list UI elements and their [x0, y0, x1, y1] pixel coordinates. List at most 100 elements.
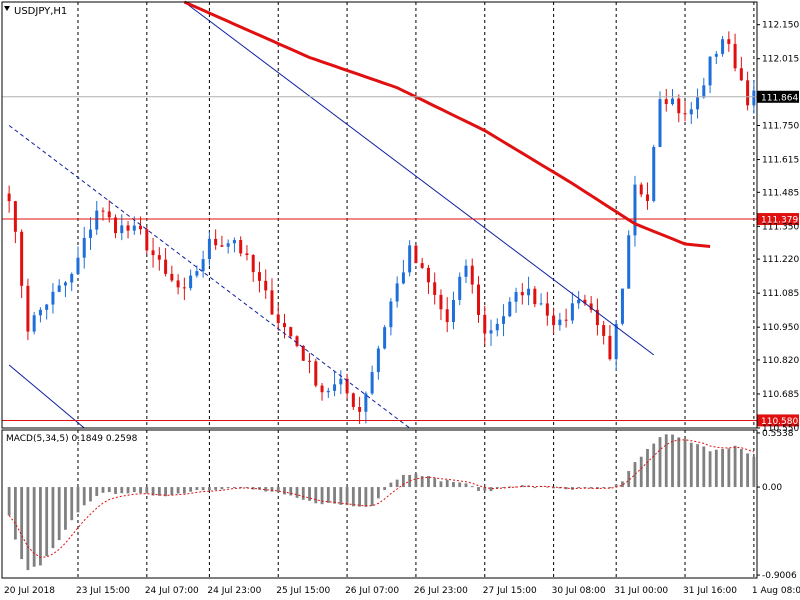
macd-bar	[320, 487, 324, 505]
candle-bull	[88, 229, 92, 238]
macd-bar	[107, 487, 111, 493]
price-panel	[2, 0, 757, 429]
macd-bar	[339, 487, 343, 505]
candle-bear	[433, 282, 437, 295]
candle-bull	[201, 259, 205, 272]
macd-bar	[370, 487, 374, 506]
candle-bear	[583, 299, 587, 304]
macd-bar	[564, 487, 568, 490]
macd-bar	[120, 487, 124, 494]
macd-bar	[82, 487, 86, 506]
macd-signal-line	[8, 439, 755, 558]
price-label: 111.864	[761, 93, 798, 103]
macd-bar	[201, 487, 205, 491]
macd-bar	[20, 487, 24, 560]
macd-bar	[627, 471, 631, 488]
candle-bull	[489, 330, 493, 334]
y-tick-label: 110.550	[762, 424, 799, 434]
candle-bull	[458, 276, 462, 300]
macd-bar	[333, 487, 336, 504]
candle-bull	[95, 210, 99, 230]
candle-bull	[752, 90, 756, 106]
candle-bear	[545, 303, 549, 316]
x-tick-label: 1 Aug 08:00	[752, 586, 800, 596]
candle-bull	[364, 393, 368, 412]
macd-bar	[145, 487, 149, 494]
candle-bull	[226, 243, 230, 247]
macd-bar	[195, 487, 199, 491]
macd-bar	[57, 487, 61, 541]
candle-bull	[389, 301, 393, 328]
x-tick-label: 23 Jul 15:00	[76, 586, 130, 596]
candle-bear	[414, 245, 418, 264]
macd-bar	[276, 487, 280, 493]
macd-bar	[126, 487, 130, 494]
macd-bar	[239, 486, 243, 488]
macd-bar	[214, 487, 218, 490]
macd-bar	[614, 484, 618, 488]
macd-bar	[101, 487, 105, 493]
candle-bear	[126, 225, 130, 231]
candle-bear	[295, 336, 299, 347]
macd-bar	[301, 487, 305, 500]
macd-bar	[733, 445, 737, 488]
macd-bar	[508, 486, 512, 488]
y-tick-label: 110.685	[762, 390, 799, 400]
candle-bull	[383, 327, 387, 349]
macd-bar	[345, 487, 349, 506]
macd-bar	[608, 487, 612, 489]
y-tick-label: 111.085	[762, 289, 799, 299]
macd-bar	[439, 481, 443, 488]
candle-bear	[301, 346, 305, 361]
candle-bull	[339, 378, 343, 385]
candle-bear	[520, 292, 524, 296]
candle-bear	[552, 315, 556, 326]
symbol-dropdown-icon[interactable]	[4, 6, 10, 11]
y-tick-label: 110.820	[762, 356, 799, 366]
macd-bar	[445, 479, 449, 488]
x-tick-label: 26 Jul 07:00	[345, 586, 399, 596]
candle-bull	[70, 273, 74, 283]
macd-bar	[45, 487, 49, 557]
macd-bar	[395, 479, 399, 488]
candle-bear	[589, 303, 593, 310]
x-tick-label: 30 Jul 08:00	[552, 586, 606, 596]
candle-bull	[370, 372, 374, 394]
candle-bull	[539, 303, 543, 305]
y-tick-label: 112.150	[762, 21, 799, 31]
candle-bear	[164, 259, 168, 274]
y-tick-label: 110.950	[762, 323, 799, 333]
macd-bar	[433, 478, 437, 488]
macd-bar	[689, 442, 693, 488]
candle-bear	[733, 43, 737, 69]
candle-bear	[564, 319, 568, 321]
candle-bull	[38, 309, 42, 316]
macd-bar	[483, 487, 487, 491]
macd-bar	[207, 487, 211, 491]
macd-bar	[708, 451, 712, 488]
macd-bar	[176, 487, 180, 494]
macd-bar	[289, 487, 293, 496]
candle-bear	[683, 113, 687, 115]
macd-bar	[414, 473, 418, 488]
candle-bull	[696, 97, 700, 110]
macd-bar	[389, 482, 393, 488]
candle-bear	[13, 201, 17, 232]
candle-bull	[671, 98, 675, 105]
x-tick-label: 26 Jul 23:00	[414, 586, 468, 596]
candle-bear	[264, 280, 268, 291]
x-tick-label: 24 Jul 07:00	[145, 586, 199, 596]
candle-bear	[220, 245, 224, 247]
candle-bull	[63, 282, 67, 286]
macd-bar	[182, 487, 186, 494]
macd-bar	[520, 485, 524, 488]
candle-bear	[308, 360, 312, 362]
candle-bear	[445, 309, 449, 323]
macd-bar	[220, 487, 224, 490]
candle-bear	[345, 378, 349, 394]
macd-bar	[326, 487, 330, 503]
candle-bear	[664, 99, 668, 105]
candle-bear	[639, 184, 643, 195]
candle-bull	[45, 304, 49, 310]
